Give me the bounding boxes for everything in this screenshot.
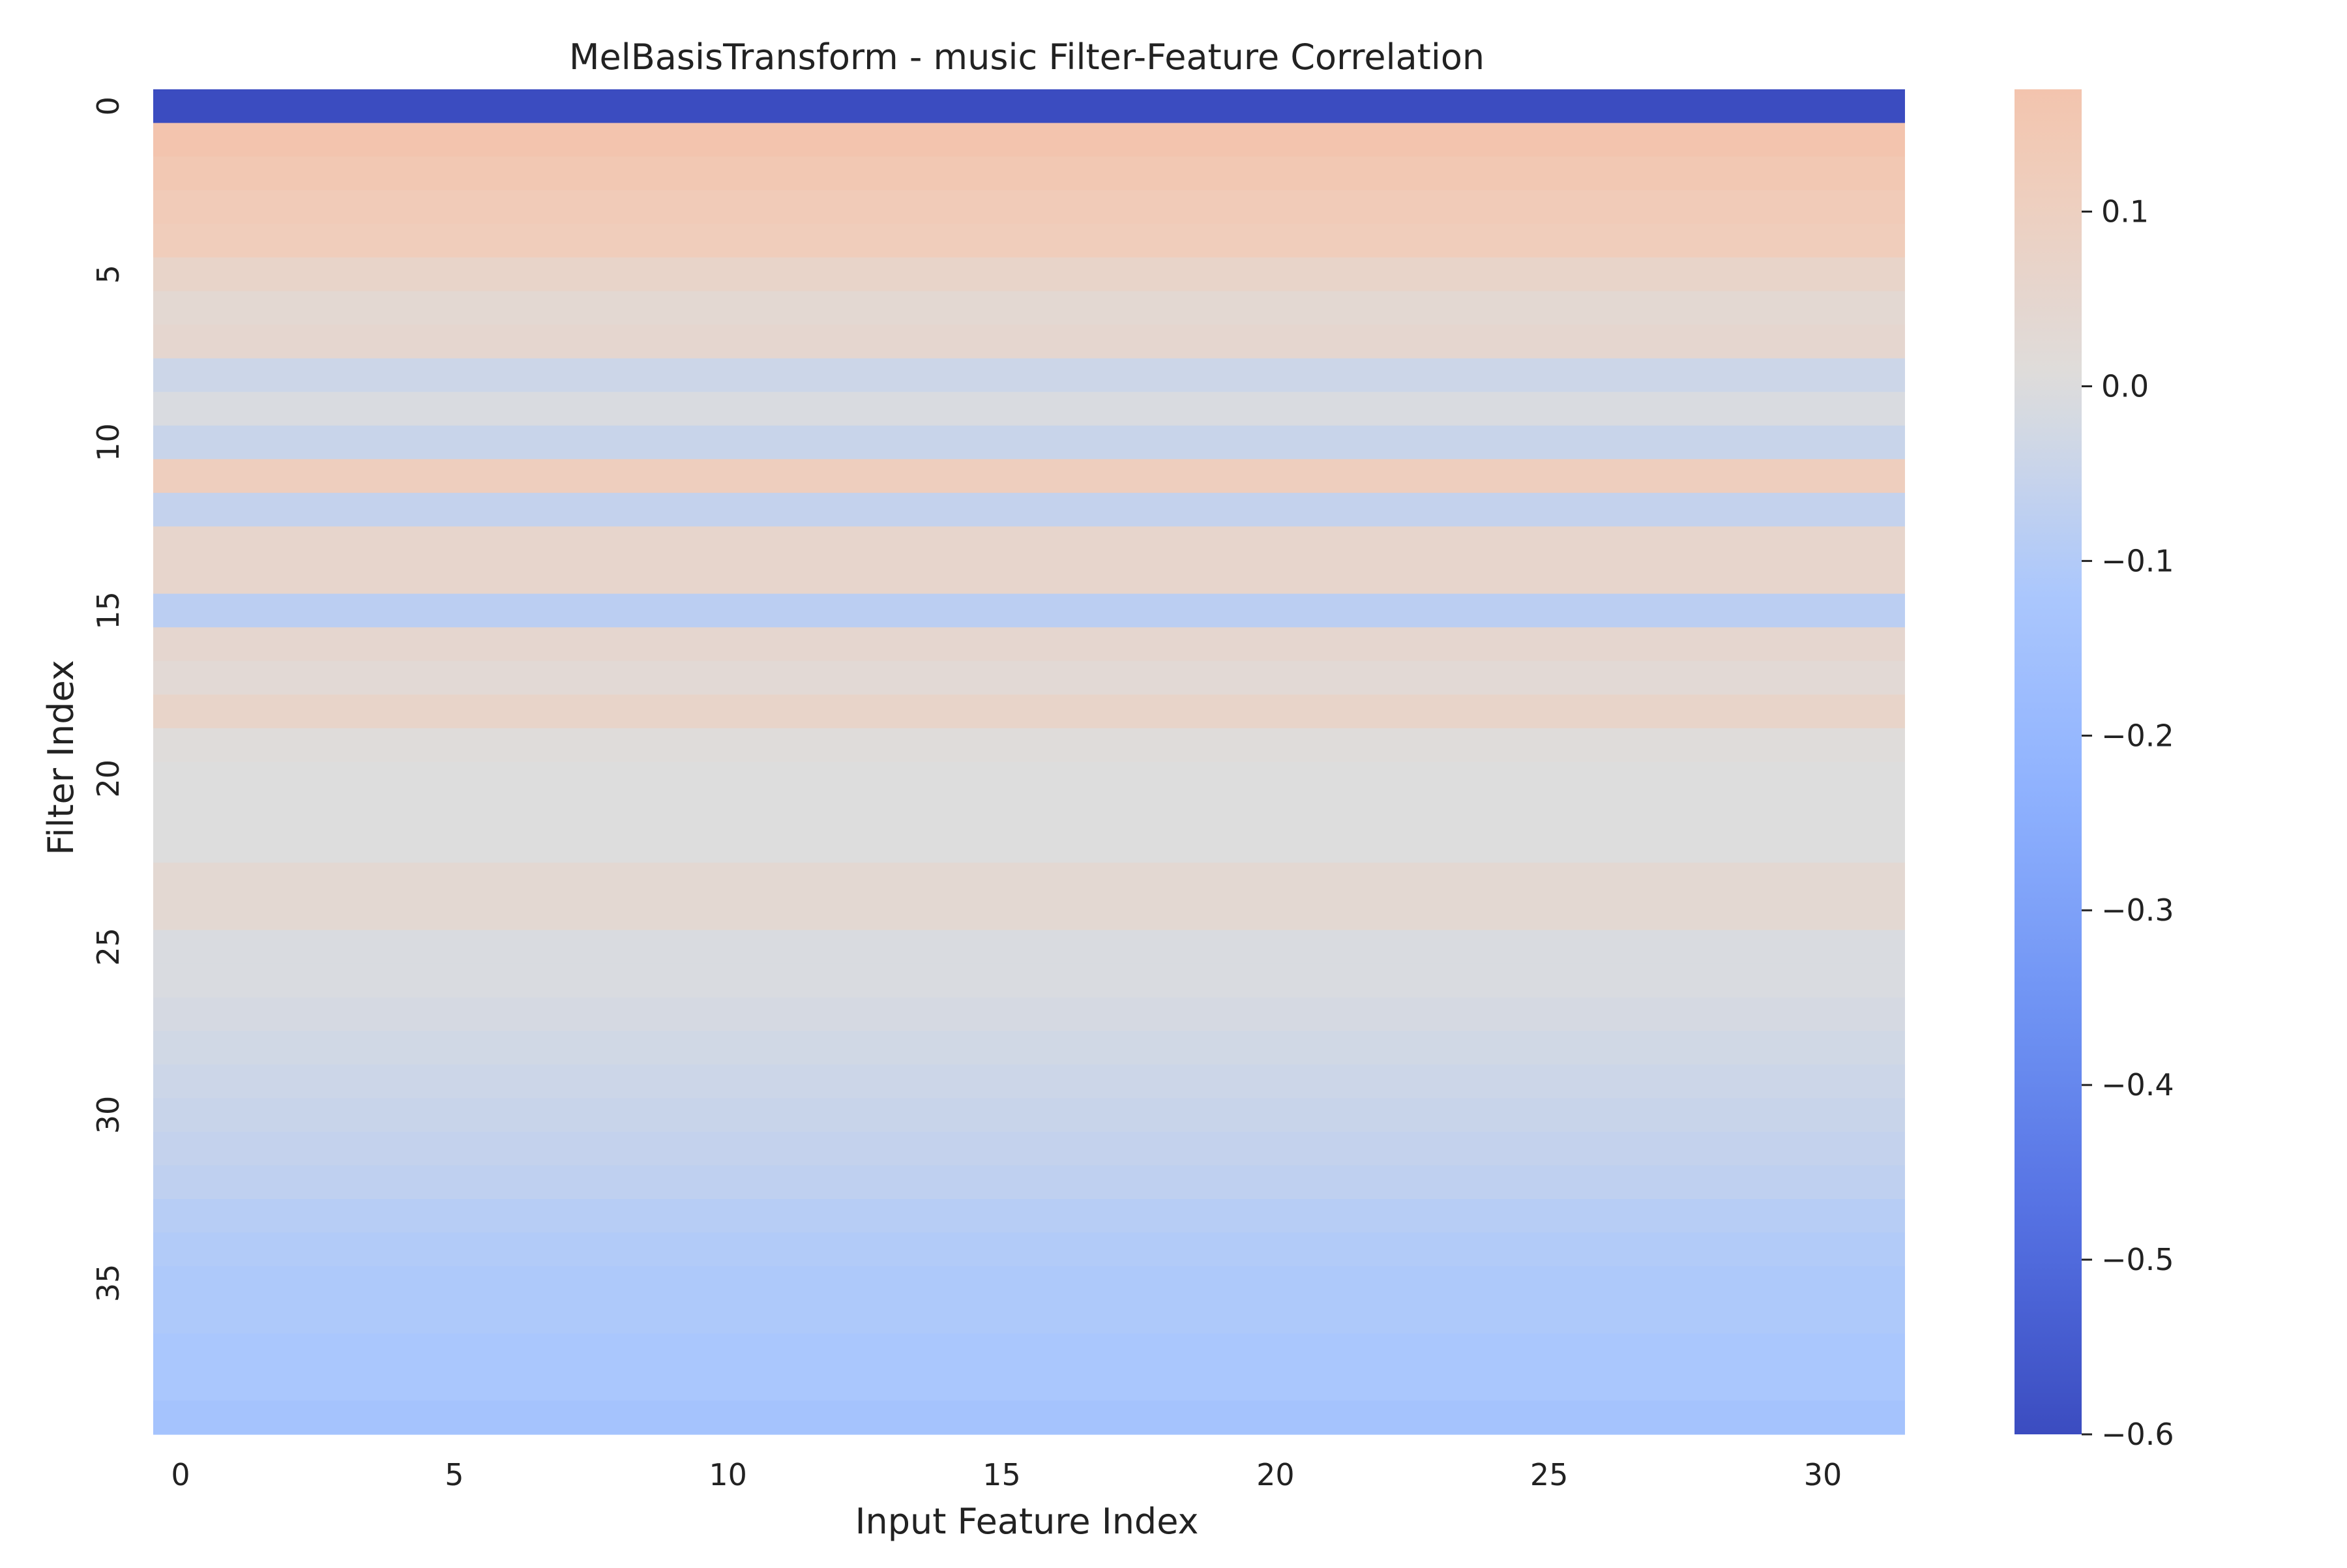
heatmap-row-17 — [153, 660, 1905, 695]
heatmap-row-19 — [153, 728, 1905, 763]
heatmap-row-31 — [153, 1131, 1905, 1166]
y-axis-label: Filter Index — [40, 660, 81, 855]
heatmap-row-3 — [153, 190, 1905, 224]
heatmap-row-34 — [153, 1232, 1905, 1267]
heatmap-row-1 — [153, 123, 1905, 157]
colorbar-tick-label: −0.5 — [2101, 1242, 2174, 1277]
heatmap-row-8 — [153, 358, 1905, 392]
x-tick-label: 15 — [982, 1457, 1021, 1492]
x-tick-label: 20 — [1256, 1457, 1295, 1492]
colorbar-tick-label: −0.2 — [2101, 718, 2174, 753]
y-tick-label: 35 — [91, 1264, 126, 1303]
heatmap-row-4 — [153, 224, 1905, 258]
heatmap-row-27 — [153, 997, 1905, 1031]
heatmap-row-28 — [153, 1031, 1905, 1065]
heatmap-row-23 — [153, 863, 1905, 897]
y-tick-label: 0 — [91, 96, 126, 115]
x-tick-label: 5 — [445, 1457, 464, 1492]
heatmap-row-7 — [153, 325, 1905, 359]
colorbar-tick-label: 0.1 — [2101, 194, 2149, 229]
heatmap-row-18 — [153, 694, 1905, 729]
heatmap-row-37 — [153, 1333, 1905, 1368]
x-tick-label: 30 — [1804, 1457, 1842, 1492]
colorbar: 0.1 0.0 −0.1 −0.2 −0.3 −0.4 −0.5 −0.6 — [2015, 89, 2174, 1452]
y-tick-label: 25 — [91, 928, 126, 966]
heatmap-row-15 — [153, 593, 1905, 628]
heatmap-row-30 — [153, 1098, 1905, 1132]
colorbar-tick-label: −0.4 — [2101, 1067, 2174, 1102]
heatmap-cells — [153, 89, 1905, 1435]
heatmap-row-16 — [153, 627, 1905, 662]
y-axis-ticks: 0 5 10 15 20 25 30 35 — [91, 96, 126, 1302]
heatmap-row-11 — [153, 459, 1905, 494]
colorbar-ticks: 0.1 0.0 −0.1 −0.2 −0.3 −0.4 −0.5 −0.6 — [2082, 194, 2174, 1452]
heatmap-row-26 — [153, 963, 1905, 998]
heatmap-row-20 — [153, 762, 1905, 796]
heatmap-row-38 — [153, 1367, 1905, 1402]
x-axis-label: Input Feature Index — [855, 1501, 1199, 1542]
heatmap-row-10 — [153, 425, 1905, 460]
heatmap-row-24 — [153, 896, 1905, 930]
heatmap-row-12 — [153, 492, 1905, 527]
heatmap-row-14 — [153, 560, 1905, 595]
heatmap-row-9 — [153, 392, 1905, 426]
heatmap-row-33 — [153, 1198, 1905, 1234]
y-tick-label: 5 — [91, 265, 126, 284]
x-tick-label: 10 — [709, 1457, 747, 1492]
colorbar-tick-label: 0.0 — [2101, 368, 2149, 404]
colorbar-tick-label: −0.1 — [2101, 543, 2174, 578]
heatmap-row-36 — [153, 1299, 1905, 1334]
colorbar-tick-label: −0.6 — [2101, 1417, 2174, 1452]
heatmap-row-32 — [153, 1165, 1905, 1200]
y-tick-label: 10 — [91, 423, 126, 462]
x-axis-ticks: 0 5 10 15 20 25 30 — [171, 1457, 1842, 1492]
heatmap-row-29 — [153, 1064, 1905, 1099]
heatmap-row-25 — [153, 930, 1905, 964]
heatmap-row-39 — [153, 1400, 1905, 1435]
heatmap-row-35 — [153, 1266, 1905, 1301]
colorbar-tick-label: −0.3 — [2101, 893, 2174, 928]
heatmap-row-21 — [153, 795, 1905, 830]
heatmap-row-5 — [153, 257, 1905, 292]
chart-title: MelBasisTransform - music Filter-Feature… — [569, 37, 1484, 78]
heatmap-row-2 — [153, 156, 1905, 191]
x-tick-label: 25 — [1530, 1457, 1569, 1492]
heatmap-row-22 — [153, 829, 1905, 863]
heatmap-row-6 — [153, 291, 1905, 325]
heatmap-row-13 — [153, 526, 1905, 561]
heatmap-row-0 — [153, 89, 1905, 124]
y-tick-label: 20 — [91, 760, 126, 798]
colorbar-gradient — [2015, 89, 2082, 1434]
y-tick-label: 30 — [91, 1096, 126, 1134]
x-tick-label: 0 — [171, 1457, 190, 1492]
y-tick-label: 15 — [91, 591, 126, 630]
